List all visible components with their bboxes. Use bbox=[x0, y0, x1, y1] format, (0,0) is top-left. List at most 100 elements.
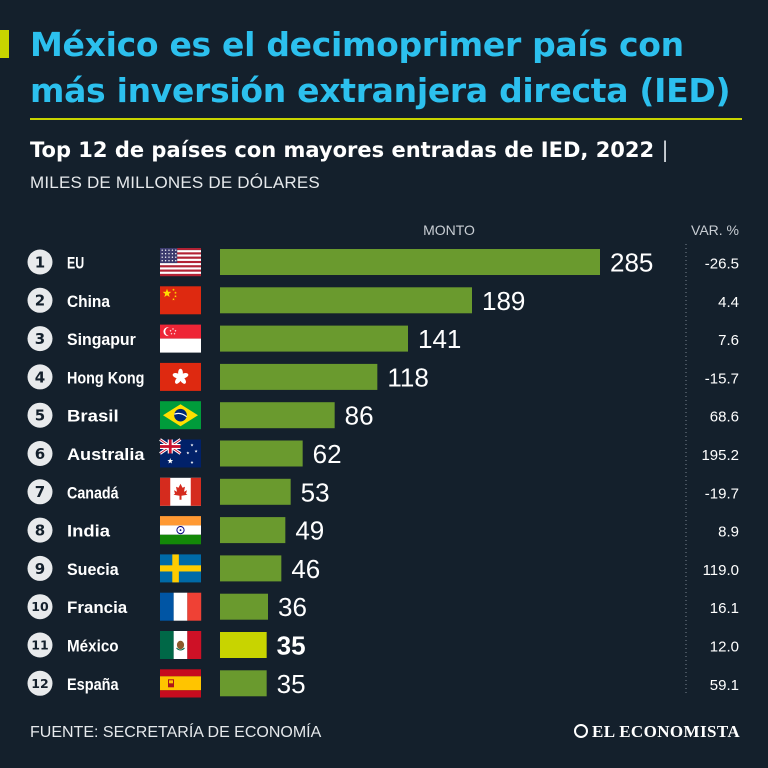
rank-number: 7 bbox=[35, 483, 45, 501]
country-name: Francia bbox=[67, 598, 128, 617]
bar-value-label: 118 bbox=[387, 362, 428, 392]
subtitle-separator: | bbox=[661, 138, 669, 162]
country-name: México bbox=[67, 637, 119, 656]
bar bbox=[220, 249, 600, 275]
rank-number: 1 bbox=[35, 253, 45, 271]
rank-number: 3 bbox=[35, 330, 45, 348]
table-row: 6 Australia 62 195.2 bbox=[27, 438, 739, 469]
subtitle-text: Top 12 de países con mayores entradas de… bbox=[30, 138, 655, 162]
bar-value-label: 141 bbox=[418, 324, 461, 354]
value-column-header: MONTO bbox=[423, 222, 475, 238]
rank-number: 5 bbox=[35, 407, 45, 425]
brazil-flag-icon bbox=[160, 401, 201, 430]
bar-value-label: 36 bbox=[278, 592, 307, 622]
bar-value-label: 86 bbox=[345, 401, 374, 431]
singapore-flag-icon bbox=[160, 324, 201, 353]
rank-badge bbox=[27, 517, 53, 543]
us-flag-icon bbox=[160, 248, 201, 277]
country-name: EU bbox=[67, 254, 84, 273]
country-name: Hong Kong bbox=[67, 368, 144, 387]
bar-value-label: 62 bbox=[313, 439, 342, 469]
rank-badge bbox=[27, 594, 53, 620]
bar bbox=[220, 517, 286, 544]
bar-value-label: 189 bbox=[482, 286, 525, 316]
change-value: 8.9 bbox=[718, 524, 739, 541]
country-name: Canadá bbox=[67, 483, 119, 502]
rank-number: 6 bbox=[35, 445, 45, 463]
change-value: 119.0 bbox=[703, 562, 739, 579]
chart-subtitle: Top 12 de países con mayores entradas de… bbox=[30, 138, 669, 162]
change-value: 4.4 bbox=[718, 294, 739, 311]
bar-value-label: 35 bbox=[277, 631, 306, 661]
sweden-flag-icon bbox=[160, 554, 201, 583]
title-divider bbox=[30, 118, 742, 120]
rank-number: 11 bbox=[31, 638, 48, 653]
page-title: México es el decimoprimer país con más i… bbox=[30, 25, 731, 110]
country-name: Singapur bbox=[67, 330, 136, 349]
table-row: 2 China 189 4.4 bbox=[27, 286, 739, 316]
change-value: 16.1 bbox=[710, 600, 739, 617]
country-name: Brasil bbox=[67, 407, 119, 426]
rank-number: 2 bbox=[35, 292, 45, 310]
rank-badge bbox=[27, 632, 53, 658]
australia-flag-icon bbox=[159, 438, 201, 468]
change-value: -19.7 bbox=[705, 485, 739, 502]
france-flag-icon bbox=[160, 592, 202, 621]
units-label: MILES DE MILLONES DE DÓLARES bbox=[30, 173, 320, 192]
change-value: 59.1 bbox=[710, 677, 739, 694]
rank-badge bbox=[27, 402, 53, 428]
brand-logo: EL ECONOMISTA bbox=[574, 722, 740, 742]
change-value: -15.7 bbox=[705, 370, 739, 387]
table-row: 11 México 35 12.0 bbox=[27, 631, 739, 661]
bar bbox=[220, 478, 291, 505]
bar bbox=[220, 555, 282, 582]
change-value: 195.2 bbox=[701, 447, 739, 464]
bar bbox=[220, 402, 335, 429]
change-value: -26.5 bbox=[705, 256, 739, 273]
bar-value-label: 46 bbox=[291, 554, 320, 584]
rank-badge bbox=[27, 670, 53, 696]
india-flag-icon bbox=[160, 516, 201, 545]
bar bbox=[220, 632, 267, 658]
country-name: India bbox=[67, 522, 111, 541]
table-row: 8 India 49 8.9 bbox=[27, 516, 739, 546]
spain-flag-icon bbox=[160, 669, 201, 698]
bar-value-label: 35 bbox=[277, 669, 306, 699]
bar-value-label: 49 bbox=[295, 516, 324, 546]
table-row: 5 Brasil 86 68.6 bbox=[27, 401, 739, 431]
rank-number: 10 bbox=[31, 599, 49, 614]
bar bbox=[220, 287, 472, 314]
country-name: Australia bbox=[67, 445, 145, 464]
brand-name: EL ECONOMISTA bbox=[592, 722, 740, 741]
country-name: China bbox=[67, 292, 110, 311]
rank-number: 9 bbox=[35, 560, 45, 578]
change-column-header: VAR. % bbox=[691, 222, 739, 238]
title-accent-bar bbox=[0, 30, 9, 58]
bar bbox=[220, 325, 408, 352]
rank-badge bbox=[27, 555, 53, 581]
canada-flag-icon bbox=[160, 477, 201, 506]
table-row: 7 Canadá 53 -19.7 bbox=[27, 477, 739, 507]
bar bbox=[220, 363, 378, 390]
table-row: 9 Suecia 46 119.0 bbox=[27, 554, 739, 584]
rank-badge bbox=[27, 326, 53, 352]
table-row: 10 Francia 36 16.1 bbox=[27, 592, 739, 622]
rank-number: 4 bbox=[35, 368, 45, 386]
rank-number: 12 bbox=[31, 676, 48, 691]
change-value: 68.6 bbox=[710, 409, 739, 426]
change-value: 12.0 bbox=[710, 639, 739, 656]
brand-logo-icon bbox=[574, 724, 588, 738]
rank-number: 8 bbox=[35, 522, 45, 540]
rank-badge bbox=[27, 479, 53, 505]
table-row: 4 Hong Kong 118 -15.7 bbox=[27, 362, 739, 392]
rank-badge bbox=[27, 441, 53, 466]
rank-badge bbox=[27, 287, 53, 313]
bar bbox=[220, 593, 268, 620]
source-note: FUENTE: SECRETARÍA DE ECONOMÍA bbox=[30, 724, 322, 741]
mexico-flag-icon bbox=[160, 631, 202, 659]
country-name: Suecia bbox=[67, 560, 119, 579]
table-row: 3 Singapur 141 7.6 bbox=[27, 324, 739, 354]
hong-kong-flag-icon bbox=[160, 362, 201, 391]
change-value: 7.6 bbox=[718, 332, 739, 349]
